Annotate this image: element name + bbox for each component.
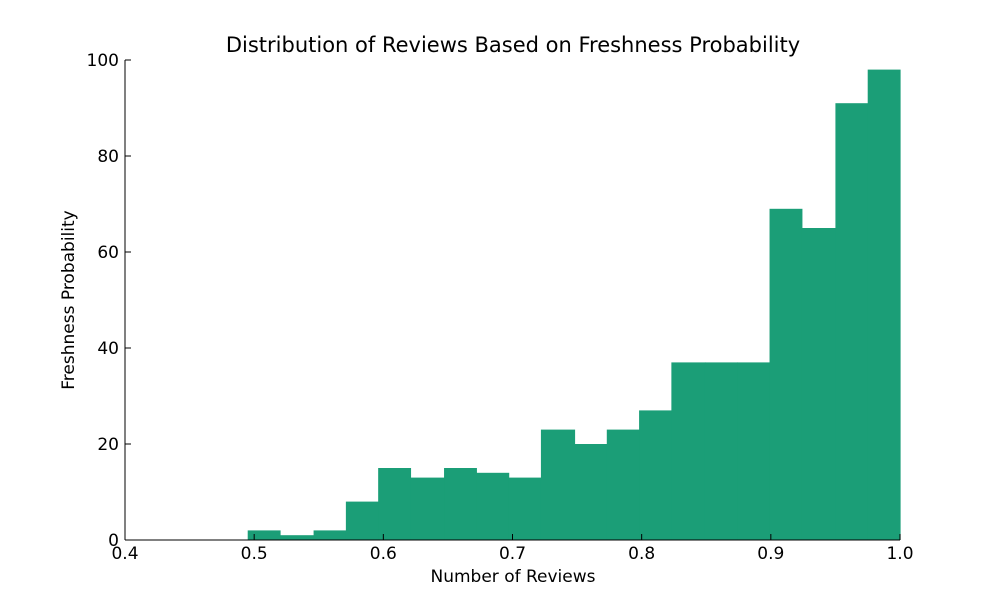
y-tick-label-4: 80 bbox=[97, 147, 119, 167]
ticks-group: 0.4 0.5 0.6 0.7 0.8 0.9 1.0 0 20 40 60 80 100 bbox=[87, 51, 914, 564]
histogram-bar-6 bbox=[444, 468, 477, 540]
x-tick-label-3: 0.7 bbox=[499, 544, 526, 564]
histogram-bar-12 bbox=[639, 410, 672, 540]
histogram-bar-8 bbox=[508, 477, 542, 540]
histogram-bar-16 bbox=[769, 208, 803, 541]
x-tick-label-6: 1.0 bbox=[886, 544, 913, 564]
histogram-bar-9 bbox=[540, 429, 576, 540]
histogram-bar-3 bbox=[345, 501, 379, 540]
histogram-bar-0 bbox=[247, 530, 281, 540]
y-tick-label-0: 0 bbox=[108, 531, 119, 551]
x-tick-label-4: 0.8 bbox=[628, 544, 655, 564]
histogram-bar-2 bbox=[313, 530, 347, 540]
x-tick-label-0: 0.4 bbox=[111, 544, 138, 564]
y-axis-title: Freshness Probability bbox=[59, 210, 79, 389]
histogram-bar-1 bbox=[280, 535, 315, 540]
histogram-bar-14 bbox=[704, 362, 738, 540]
y-tick-label-3: 60 bbox=[97, 243, 119, 263]
y-tick-label-2: 40 bbox=[97, 339, 119, 359]
histogram-bar-7 bbox=[476, 472, 510, 540]
x-tick-label-5: 0.9 bbox=[757, 544, 784, 564]
chart-title: Distribution of Reviews Based on Freshne… bbox=[226, 33, 800, 57]
histogram-bar-13 bbox=[671, 362, 706, 540]
histogram-bar-19 bbox=[867, 69, 901, 540]
bars-group bbox=[247, 69, 901, 541]
y-tick-label-1: 20 bbox=[97, 435, 119, 455]
histogram-bar-17 bbox=[801, 228, 837, 540]
x-tick-label-1: 0.5 bbox=[241, 544, 268, 564]
x-tick-label-2: 0.6 bbox=[370, 544, 397, 564]
histogram-bar-15 bbox=[737, 362, 771, 540]
histogram-bar-4 bbox=[378, 468, 412, 540]
x-axis-title: Number of Reviews bbox=[431, 567, 596, 587]
histogram-bar-10 bbox=[574, 444, 608, 540]
histogram-bar-18 bbox=[835, 103, 869, 540]
histogram-bar-11 bbox=[606, 429, 640, 540]
y-tick-label-5: 100 bbox=[87, 51, 119, 71]
histogram-bar-5 bbox=[410, 477, 445, 540]
